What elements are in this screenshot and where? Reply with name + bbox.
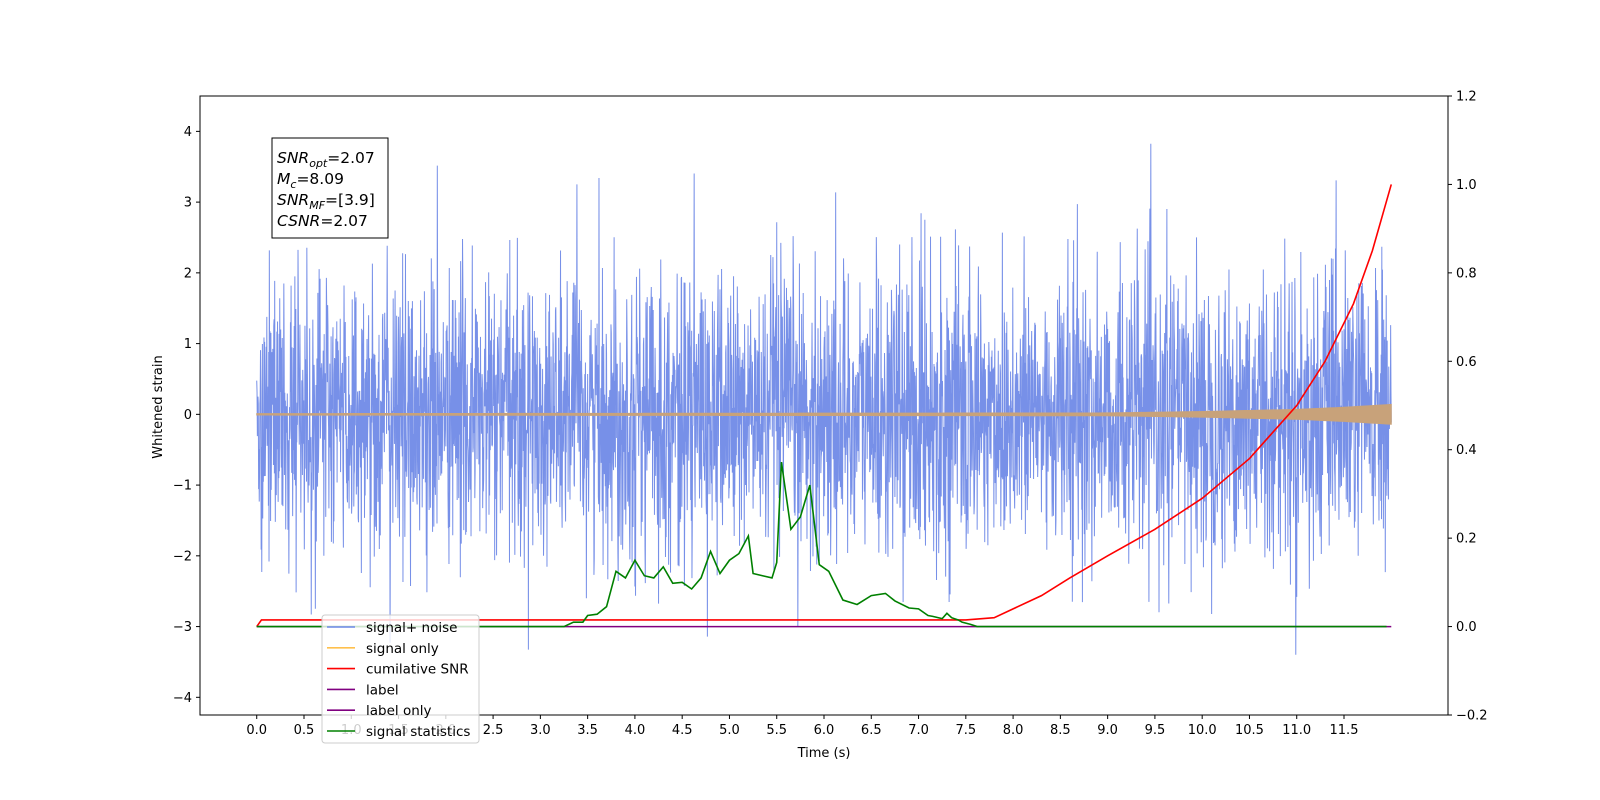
x-tick-label: 6.5 xyxy=(861,723,882,738)
signal-plus-noise-line xyxy=(256,143,1392,655)
annotation-frame xyxy=(271,137,389,239)
y-tick-label: −1 xyxy=(173,479,192,494)
y-tick-label: 4 xyxy=(184,125,192,140)
x-tick-label: 7.5 xyxy=(955,723,976,738)
annotation-line: SNRMF=[3.9] xyxy=(277,191,375,212)
annotation-line: Mc=8.09 xyxy=(277,170,344,191)
y2-tick-label: 0.0 xyxy=(1456,620,1477,635)
signal-only-band xyxy=(256,403,1392,425)
y-tick-label: 3 xyxy=(184,196,192,211)
x-tick-label: 10.5 xyxy=(1235,723,1264,738)
annotation-line: CSNR=2.07 xyxy=(277,212,368,230)
x-tick-label: 0.0 xyxy=(246,723,267,738)
x-axis-label: Time (s) xyxy=(797,746,851,761)
annotation-line: SNRopt=2.07 xyxy=(277,149,375,170)
y2-tick-label: −0.2 xyxy=(1456,709,1488,724)
y-tick-label: −2 xyxy=(173,549,192,564)
x-tick-label: 3.5 xyxy=(577,723,598,738)
legend-label: label only xyxy=(366,703,432,719)
y-tick-label: −4 xyxy=(173,691,192,706)
x-tick-label: 6.0 xyxy=(814,723,835,738)
x-tick-label: 11.0 xyxy=(1282,723,1311,738)
x-tick-label: 11.5 xyxy=(1330,723,1359,738)
legend-label: cumilative SNR xyxy=(366,662,469,678)
y-axis-label: Whitened strain xyxy=(151,355,166,458)
x-tick-label: 5.0 xyxy=(719,723,740,738)
x-tick-label: 9.0 xyxy=(1097,723,1118,738)
x-tick-label: 8.5 xyxy=(1050,723,1071,738)
x-tick-label: 4.0 xyxy=(625,723,646,738)
legend-label: signal statistics xyxy=(366,724,470,740)
x-tick-label: 8.0 xyxy=(1003,723,1024,738)
x-tick-label: 10.0 xyxy=(1188,723,1217,738)
signal-statistics-line xyxy=(256,461,1387,628)
y2-tick-label: 0.8 xyxy=(1456,266,1477,281)
x-tick-label: 7.0 xyxy=(908,723,929,738)
x-tick-label: 0.5 xyxy=(294,723,315,738)
y2-tick-label: 1.2 xyxy=(1456,90,1477,105)
legend-label: signal only xyxy=(366,641,439,657)
y-tick-label: −3 xyxy=(173,620,192,635)
y2-tick-label: 0.4 xyxy=(1456,443,1477,458)
x-tick-label: 4.5 xyxy=(672,723,693,738)
y2-tick-label: 0.6 xyxy=(1456,355,1477,370)
y2-tick-label: 0.2 xyxy=(1456,532,1477,547)
x-tick-label: 9.5 xyxy=(1145,723,1166,738)
y2-tick-label: 1.0 xyxy=(1456,178,1477,193)
x-tick-label: 3.0 xyxy=(530,723,551,738)
y-tick-label: 2 xyxy=(184,266,192,281)
y-tick-label: 0 xyxy=(184,408,192,423)
x-tick-label: 5.5 xyxy=(766,723,787,738)
legend-frame xyxy=(321,614,480,744)
legend-label: signal+ noise xyxy=(366,620,457,636)
y-tick-label: 1 xyxy=(184,337,192,352)
legend-label: label xyxy=(366,682,399,698)
legend: signal+ noise signal only cumilative SNR la… xyxy=(321,614,480,744)
x-tick-label: 2.5 xyxy=(483,723,504,738)
cumulative-snr-line xyxy=(256,184,1393,628)
